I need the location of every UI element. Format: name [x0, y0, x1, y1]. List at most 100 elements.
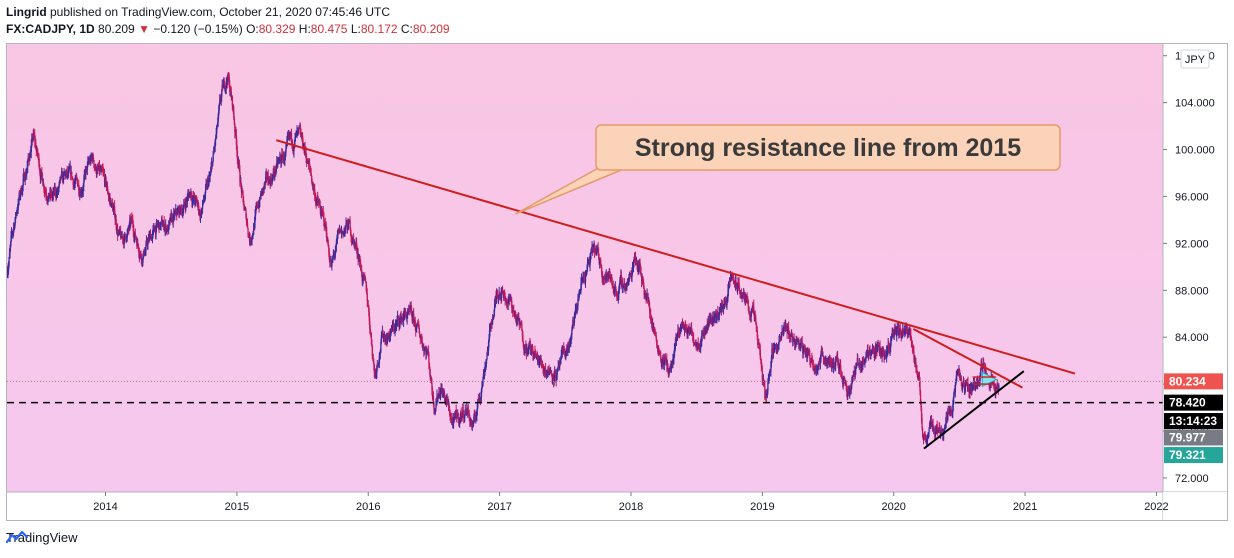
candle-body: [615, 286, 617, 291]
candle-body: [778, 341, 780, 345]
ohlc-legend: FX:CADJPY, 1D 80.209 ▼ −0.120 (−0.15%) O…: [6, 21, 450, 38]
candle-body: [473, 416, 475, 424]
candle-body: [431, 389, 434, 397]
candle-body: [800, 342, 802, 348]
candle-body: [233, 110, 235, 119]
support-trendline: [923, 370, 1025, 450]
candle-body: [366, 293, 368, 302]
candle-body: [921, 417, 923, 428]
price-chart[interactable]: Strong resistance line from 2015 72.000 7…: [7, 44, 1228, 521]
x-tick-label: 2022: [1144, 501, 1168, 513]
candle-body: [93, 160, 95, 166]
price-label-box: [1164, 373, 1223, 390]
candle-body: [947, 413, 949, 421]
candle-body: [369, 320, 371, 329]
candle-body: [506, 298, 508, 303]
candle-body: [215, 137, 217, 140]
candle-body: [58, 180, 61, 185]
short-resistance-trendline: [912, 328, 1023, 389]
candle-body: [601, 267, 603, 273]
candle-body: [231, 96, 234, 106]
candle-body: [155, 223, 158, 229]
candle-body: [865, 356, 867, 361]
chart-header: Lingrid published on TradingView.com, Oc…: [6, 4, 450, 38]
candle-body: [114, 206, 116, 215]
candle-body: [137, 244, 140, 249]
candle-body: [309, 163, 311, 167]
candle-body: [285, 148, 287, 153]
candle-body: [380, 342, 382, 352]
candle-body: [673, 348, 676, 357]
candle-body: [656, 345, 658, 348]
candle-body: [246, 222, 249, 228]
candle-body: [759, 350, 762, 359]
open-label: O:: [246, 22, 259, 36]
price-label-text: 79.321: [1169, 448, 1206, 462]
candle-body: [851, 382, 853, 387]
candle-body: [748, 310, 750, 315]
candle-body: [482, 378, 484, 386]
candle-body: [571, 330, 573, 335]
candle-body: [733, 280, 735, 282]
candle-body: [502, 289, 504, 291]
candle-body: [572, 319, 574, 325]
author-name[interactable]: Lingrid: [6, 5, 47, 19]
candles: [7, 71, 1000, 447]
candle-body: [100, 169, 102, 172]
trend-lines[interactable]: [276, 139, 1076, 450]
chart-frame[interactable]: Strong resistance line from 2015 72.000 7…: [6, 43, 1228, 521]
candle-body: [979, 375, 981, 381]
candle-body: [416, 325, 418, 329]
publish-text: published on TradingView.com, October 21…: [46, 5, 390, 19]
candle-body: [331, 261, 333, 267]
candle-body: [660, 356, 662, 362]
candle-body: [275, 165, 277, 173]
y-tick-label: 100.000: [1175, 145, 1215, 157]
candle-body: [310, 172, 312, 176]
candle-body: [916, 371, 919, 378]
candle-body: [700, 340, 702, 349]
candle-body: [654, 331, 656, 334]
callout[interactable]: Strong resistance line from 2015: [515, 124, 1061, 215]
currency-button[interactable]: JPY: [1180, 49, 1210, 69]
candle-body: [240, 180, 242, 184]
candle-body: [229, 86, 231, 92]
candle-body: [515, 314, 517, 321]
candle-body: [453, 419, 455, 422]
candle-body: [30, 145, 32, 152]
candle-body: [212, 154, 214, 162]
candle-body: [615, 290, 618, 295]
candle-body: [252, 227, 255, 235]
candle-body: [614, 287, 616, 292]
candle-body: [788, 327, 790, 335]
candle-body: [69, 168, 71, 170]
y-tick-label: 96.000: [1175, 191, 1209, 203]
candle-body: [692, 332, 694, 336]
candle-body: [312, 183, 314, 189]
candle-body: [480, 389, 483, 397]
candle-body: [153, 225, 155, 228]
candle-body: [511, 300, 513, 308]
publish-info: Lingrid published on TradingView.com, Oc…: [6, 4, 450, 21]
price-label-box: [1164, 394, 1223, 411]
candle-body: [143, 251, 145, 254]
candle-body: [27, 159, 29, 167]
candle-body: [928, 427, 930, 433]
price-label-text: 13:14:23: [1169, 414, 1217, 428]
candle-body: [85, 170, 87, 175]
callout-box[interactable]: [595, 124, 1061, 171]
candle-body: [701, 332, 703, 336]
y-tick-label: 104.000: [1175, 98, 1215, 110]
candle-body: [750, 311, 752, 317]
tradingview-logo-icon[interactable]: [6, 530, 28, 544]
plot-background[interactable]: [7, 44, 1163, 492]
symbol-label[interactable]: FX:CADJPY, 1D: [6, 22, 95, 36]
candle-body: [334, 252, 337, 254]
candle-body: [349, 220, 351, 228]
price-label-text: 79.977: [1169, 430, 1206, 444]
candle-body: [433, 404, 435, 410]
x-tick-label: 2014: [93, 501, 117, 513]
candle-body: [679, 333, 681, 335]
time-axis[interactable]: 2014 2015 2016 2017 2018 2019 2020 2021 2022: [93, 492, 1169, 513]
candle-body: [45, 194, 48, 198]
